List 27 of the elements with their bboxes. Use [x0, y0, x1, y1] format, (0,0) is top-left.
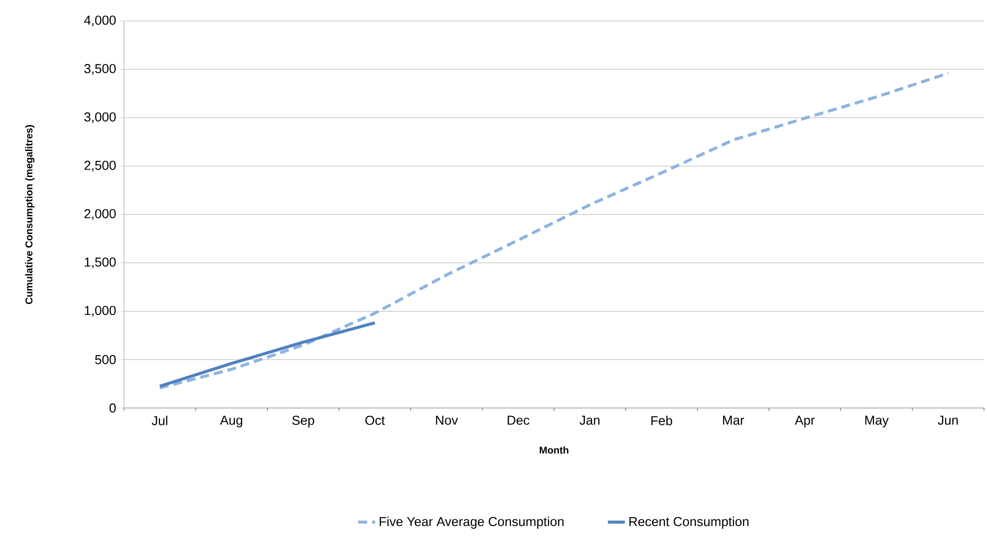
- x-tick-label: Jun: [938, 416, 958, 425]
- x-axis-title: Month: [540, 446, 568, 454]
- x-tick-label: May: [865, 416, 889, 428]
- y-tick-label: 3,000: [84, 112, 116, 124]
- x-tick-label: Mar: [723, 416, 744, 425]
- line-series: [158, 321, 376, 388]
- y-tick-label: 0: [110, 403, 116, 413]
- x-tick-label: Apr: [794, 416, 815, 428]
- x-tick-label: Nov: [436, 416, 458, 425]
- y-axis-title: Cumulative Consumption (megalitres): [25, 125, 34, 304]
- x-tick-label: Sep: [292, 416, 314, 428]
- y-tick-label: 500: [95, 355, 116, 364]
- line-series: [158, 72, 950, 390]
- x-tick-label: Jul: [152, 416, 168, 426]
- legend-label: Recent Consumption: [629, 516, 748, 529]
- x-tick-label: Aug: [220, 416, 242, 428]
- x-tick-label: Oct: [365, 416, 385, 425]
- x-tick-label: Feb: [651, 416, 672, 426]
- legend-label: Five Year Average Consumption: [380, 516, 564, 529]
- y-tick-label: 1,500: [84, 258, 116, 268]
- y-tick-label: 4,000: [84, 16, 116, 26]
- x-tick-label: Jan: [580, 416, 600, 425]
- y-tick-label: 1,000: [84, 306, 116, 317]
- y-tick-label: 3,500: [84, 64, 116, 75]
- y-tick-label: 2,500: [84, 160, 116, 172]
- y-tick-label: 2,000: [84, 209, 116, 220]
- x-tick-label: Dec: [508, 416, 530, 425]
